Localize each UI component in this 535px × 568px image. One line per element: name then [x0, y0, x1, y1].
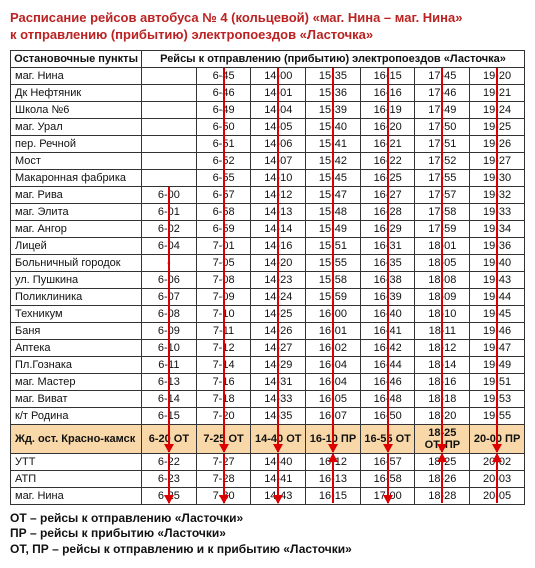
stop-cell: маг. Рива — [11, 186, 142, 203]
stop-cell: Лицей — [11, 237, 142, 254]
table-row: пер. Речной6-5114-0615-4116-2117-5119-26 — [11, 135, 525, 152]
table-row: ул. Пушкина6-067-0814-2315-5816-3818-081… — [11, 271, 525, 288]
stop-cell: маг. Ангор — [11, 220, 142, 237]
stop-cell: Пл.Гознака — [11, 356, 142, 373]
stop-cell: АТП — [11, 470, 142, 487]
table-row: маг. Мастер6-137-1614-3116-0416-4618-161… — [11, 373, 525, 390]
legend: ОТ – рейсы к отправлению «Ласточки» ПР –… — [10, 511, 525, 558]
table-row: АТП6-237-2814-4116-1316-5818-2620-03 — [11, 470, 525, 487]
time-cell — [142, 67, 197, 84]
table-row: маг. Виват6-147-1814-3316-0516-4818-1819… — [11, 390, 525, 407]
stop-cell: Баня — [11, 322, 142, 339]
stop-cell: Дк Нефтяник — [11, 84, 142, 101]
title-line-2: к отправлению (прибытию) электропоездов … — [10, 27, 525, 44]
table-row: маг. Рива6-006-5714-1215-4716-2717-5719-… — [11, 186, 525, 203]
stop-cell: маг. Нина — [11, 487, 142, 504]
table-row: Жд. ост. Красно-камск6-20 ОТ7-25 ОТ14-40… — [11, 424, 525, 453]
stop-cell: маг. Нина — [11, 67, 142, 84]
legend-line: ПР – рейсы к прибытию «Ласточки» — [10, 526, 525, 542]
stop-cell: маг. Урал — [11, 118, 142, 135]
time-cell — [142, 152, 197, 169]
stop-cell: Аптека — [11, 339, 142, 356]
legend-line: ОТ – рейсы к отправлению «Ласточки» — [10, 511, 525, 527]
table-row: маг. Элита6-016-5814-1315-4816-2817-5819… — [11, 203, 525, 220]
header-stops: Остановочные пункты — [11, 50, 142, 67]
schedule-table-wrap: Остановочные пункты Рейсы к отправлению … — [10, 50, 525, 505]
header-trips: Рейсы к отправлению (прибытию) электропо… — [142, 50, 525, 67]
time-cell — [142, 84, 197, 101]
stop-cell: маг. Мастер — [11, 373, 142, 390]
stop-cell: УТТ — [11, 453, 142, 470]
table-row: Школа №66-4914-0415-3916-1917-4919-24 — [11, 101, 525, 118]
table-row: маг. Урал6-5014-0515-4016-2017-5019-25 — [11, 118, 525, 135]
legend-line: ОТ, ПР – рейсы к отправлению и к прибыти… — [10, 542, 525, 558]
stop-cell: Техникум — [11, 305, 142, 322]
table-row: Макаронная фабрика6-5514-1015-4516-2517-… — [11, 169, 525, 186]
time-cell — [142, 101, 197, 118]
stop-cell: пер. Речной — [11, 135, 142, 152]
time-cell — [142, 169, 197, 186]
title-line-1: Расписание рейсов автобуса № 4 (кольцево… — [10, 10, 525, 27]
table-row: маг. Нина6-4514-0015-3516-1517-4519-20 — [11, 67, 525, 84]
table-row: Поликлиника6-077-0914-2415-5916-3918-091… — [11, 288, 525, 305]
table-row: маг. Ангор6-026-5914-1415-4916-2917-5919… — [11, 220, 525, 237]
table-row: Больничный городок-7-0514-2015-5516-3518… — [11, 254, 525, 271]
stop-cell: Жд. ост. Красно-камск — [11, 424, 142, 453]
table-row: Лицей6-047-0114-1615-5116-3118-0119-36 — [11, 237, 525, 254]
stop-cell: Поликлиника — [11, 288, 142, 305]
stop-cell: к/т Родина — [11, 407, 142, 424]
schedule-table: Остановочные пункты Рейсы к отправлению … — [10, 50, 525, 505]
stop-cell: маг. Элита — [11, 203, 142, 220]
stop-cell: маг. Виват — [11, 390, 142, 407]
stop-cell: Больничный городок — [11, 254, 142, 271]
table-row: маг. Нина6-257-3014-4316-1517-0018-2820-… — [11, 487, 525, 504]
stop-cell: Мост — [11, 152, 142, 169]
time-cell — [142, 118, 197, 135]
table-row: Пл.Гознака6-117-1414-2916-0416-4418-1419… — [11, 356, 525, 373]
table-row: Мост6-5214-0715-4216-2217-5219-27 — [11, 152, 525, 169]
stop-cell: ул. Пушкина — [11, 271, 142, 288]
stop-cell: Макаронная фабрика — [11, 169, 142, 186]
time-cell — [142, 135, 197, 152]
table-row: Баня6-097-1114-2616-0116-4118-1119-46 — [11, 322, 525, 339]
table-row: к/т Родина6-157-2014-3516-0716-5018-2019… — [11, 407, 525, 424]
table-row: Техникум6-087-1014-2516-0016-4018-1019-4… — [11, 305, 525, 322]
stop-cell: Школа №6 — [11, 101, 142, 118]
table-row: Дк Нефтяник6-4614-0115-3616-1617-4619-21 — [11, 84, 525, 101]
table-row: Аптека6-107-1214-2716-0216-4218-1219-47 — [11, 339, 525, 356]
table-row: УТТ6-227-2714-4016-1216-5718-2520-02 — [11, 453, 525, 470]
